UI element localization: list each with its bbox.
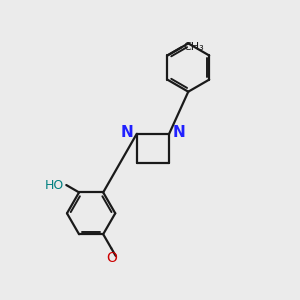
Text: O: O xyxy=(106,250,117,265)
Text: CH₃: CH₃ xyxy=(183,42,204,52)
Text: HO: HO xyxy=(45,178,64,191)
Text: N: N xyxy=(173,125,186,140)
Text: N: N xyxy=(120,125,133,140)
